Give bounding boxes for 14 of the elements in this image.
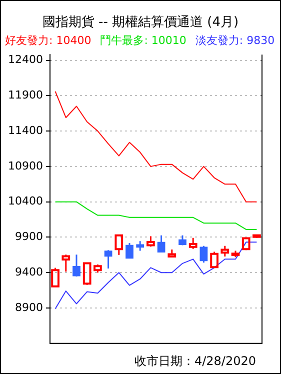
candlestick [62, 254, 70, 272]
text: 收市日期：4/28/2020 [134, 353, 256, 370]
text: 淡友發力: 9830 [195, 33, 275, 48]
chart-title: 國指期貨 -- 期權結算價通道 (4月) [41, 14, 240, 31]
y-tick-label: 8900 [14, 300, 43, 314]
y-tick-label: 11900 [8, 88, 43, 102]
y-tick-label: 9400 [14, 265, 43, 278]
y-tick-label: 9900 [14, 230, 43, 244]
y-tick-label: 10900 [8, 159, 43, 172]
y-tick-label: 10400 [8, 194, 43, 208]
y-tick-label: 12400 [8, 53, 43, 66]
y-tick-label: 11400 [8, 124, 43, 137]
text: 鬥牛最多: 10010 [100, 33, 186, 48]
text: 好友發力: 10400 [5, 33, 92, 48]
